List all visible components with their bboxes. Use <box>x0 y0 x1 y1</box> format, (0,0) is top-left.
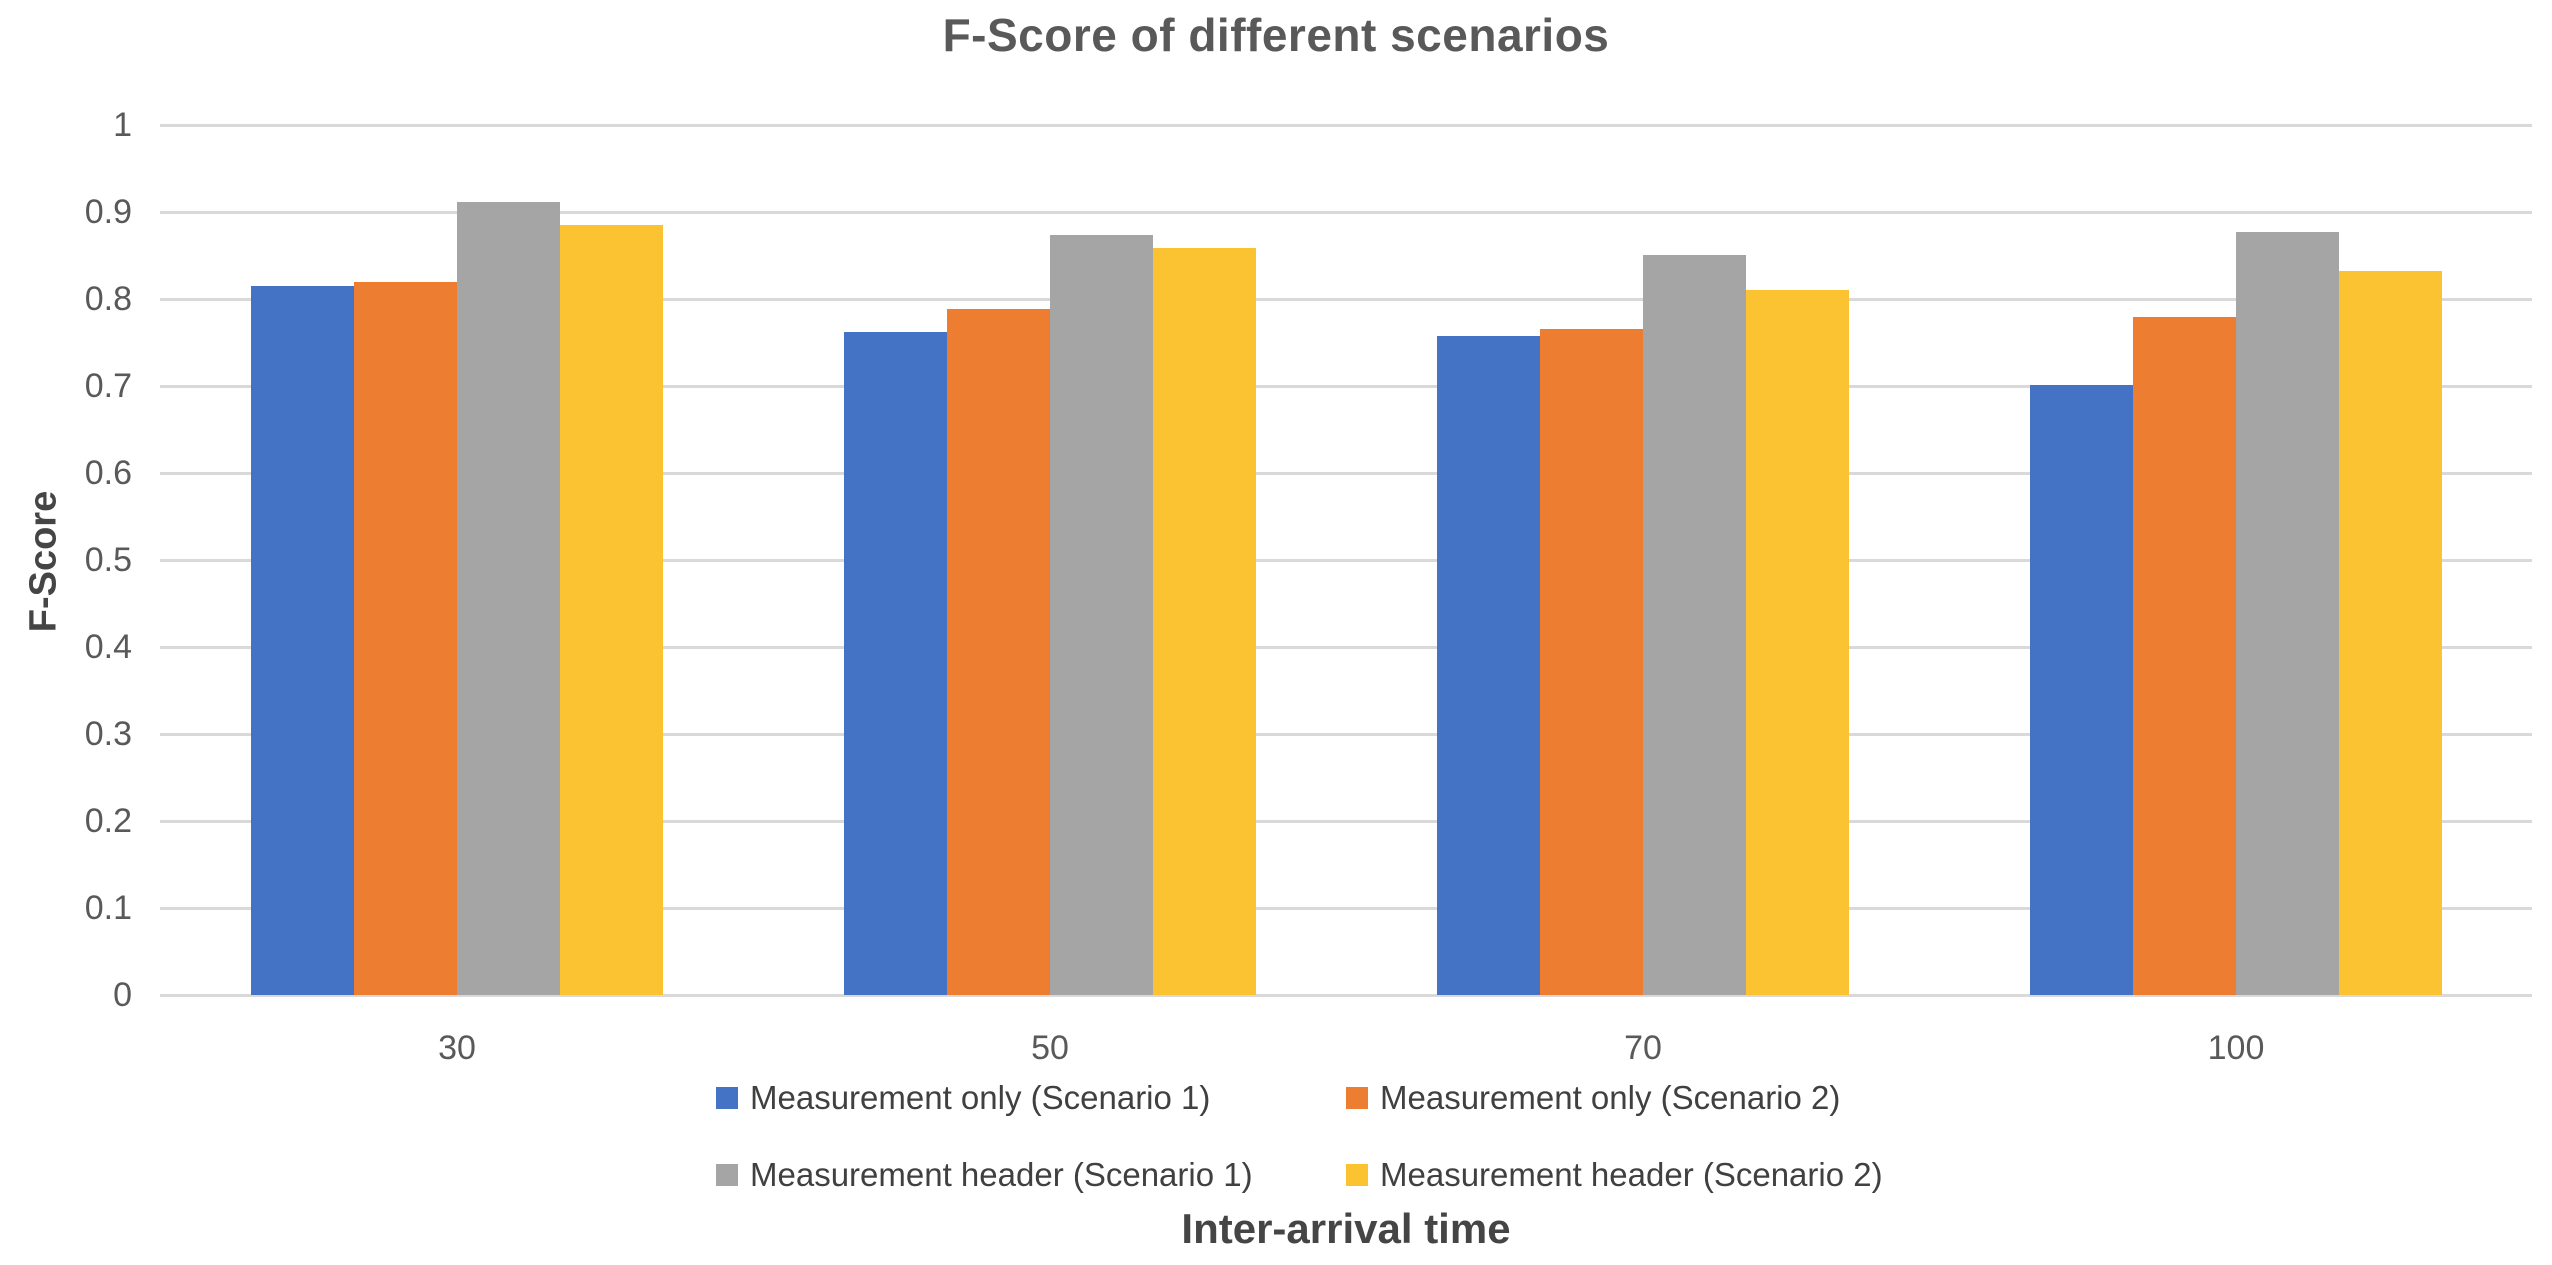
x-tick-label: 30 <box>438 1029 476 1067</box>
y-tick-label: 0.5 <box>84 541 132 579</box>
bar <box>2030 385 2133 995</box>
y-tick-label: 0 <box>113 976 132 1014</box>
legend-swatch-icon <box>1346 1087 1368 1109</box>
gridline <box>160 211 2532 214</box>
y-tick-label: 0.4 <box>84 628 132 666</box>
bar <box>251 286 354 995</box>
gridline <box>160 298 2532 301</box>
plot-area <box>160 124 2532 997</box>
gridline <box>160 820 2532 823</box>
chart-title: F-Score of different scenarios <box>942 9 1610 61</box>
y-tick-label: 0.9 <box>84 193 132 231</box>
bar <box>2133 317 2236 995</box>
gridline <box>160 559 2532 562</box>
legend-label: Measurement header (Scenario 1) <box>750 1156 1253 1193</box>
x-tick-label: 50 <box>1031 1029 1069 1067</box>
legend-label: Measurement header (Scenario 2) <box>1380 1156 1883 1193</box>
legend-swatch-icon <box>1346 1164 1368 1186</box>
legend-swatch-icon <box>716 1087 738 1109</box>
bar <box>1050 235 1153 995</box>
y-tick-label: 1 <box>113 106 132 144</box>
gridline <box>160 472 2532 475</box>
x-tick-label: 100 <box>2207 1029 2265 1067</box>
gridline <box>160 124 2532 127</box>
bar <box>2339 271 2442 995</box>
gridline <box>160 733 2532 736</box>
gridline <box>160 646 2532 649</box>
y-tick-label: 0.8 <box>84 280 132 318</box>
y-tick-label: 0.1 <box>84 889 132 927</box>
y-tick-label: 0.2 <box>84 802 132 840</box>
bar <box>457 202 560 995</box>
x-tick-label: 70 <box>1624 1029 1662 1067</box>
y-tick-label: 0.7 <box>84 367 132 405</box>
bar <box>2236 232 2339 995</box>
bar <box>844 332 947 995</box>
legend-item: Measurement header (Scenario 2) <box>1346 1155 1883 1195</box>
legend-label: Measurement only (Scenario 2) <box>1380 1079 1841 1116</box>
gridline <box>160 907 2532 910</box>
gridline <box>160 994 2532 997</box>
y-tick-label: 0.6 <box>84 454 132 492</box>
legend-swatch-icon <box>716 1164 738 1186</box>
bar <box>1746 290 1849 995</box>
x-axis-title: Inter-arrival time <box>1181 1205 1511 1252</box>
legend-item: Measurement only (Scenario 2) <box>1346 1078 1840 1118</box>
legend-item: Measurement only (Scenario 1) <box>716 1078 1210 1118</box>
legend-label: Measurement only (Scenario 1) <box>750 1079 1211 1116</box>
y-tick-label: 0.3 <box>84 715 132 753</box>
bar <box>354 282 457 995</box>
gridline <box>160 385 2532 388</box>
bar <box>1540 329 1643 995</box>
bar <box>1153 248 1256 995</box>
bar <box>560 225 663 995</box>
bar <box>1643 255 1746 995</box>
bar <box>1437 336 1540 995</box>
legend-item: Measurement header (Scenario 1) <box>716 1155 1253 1195</box>
bar <box>947 309 1050 995</box>
